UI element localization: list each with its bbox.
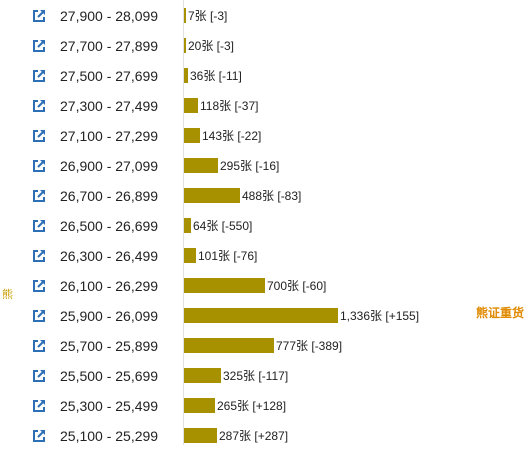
- external-link-icon[interactable]: [32, 249, 46, 263]
- price-range-label: 26,100 - 26,299: [60, 278, 159, 294]
- external-link-icon[interactable]: [32, 219, 46, 233]
- count-label: 287张 [+287]: [219, 429, 289, 443]
- count-label: 36张 [-11]: [190, 69, 242, 83]
- count-label: 7张 [-3]: [188, 9, 228, 23]
- external-link-icon[interactable]: [32, 99, 46, 113]
- external-link-icon[interactable]: [32, 39, 46, 53]
- count-bar: [184, 38, 186, 53]
- price-range-label: 27,100 - 27,299: [60, 128, 159, 144]
- table-row: 26,100 - 26,299 700张 [-60]: [0, 271, 532, 301]
- count-label: 143张 [-22]: [202, 129, 262, 143]
- count-bar: [184, 158, 218, 173]
- table-row: 26,900 - 27,099 295张 [-16]: [0, 151, 532, 181]
- count-bar: [184, 308, 338, 323]
- count-label: 265张 [+128]: [217, 399, 287, 413]
- count-bar: [184, 368, 221, 383]
- table-row: 27,500 - 27,699 36张 [-11]: [0, 61, 532, 91]
- count-bar: [184, 188, 240, 203]
- price-range-label: 27,500 - 27,699: [60, 68, 159, 84]
- table-row: 25,900 - 26,099 1,336张 [+155]: [0, 301, 532, 331]
- count-bar: [184, 428, 217, 443]
- table-row: 27,100 - 27,299 143张 [-22]: [0, 121, 532, 151]
- price-range-label: 25,900 - 26,099: [60, 308, 159, 324]
- external-link-icon[interactable]: [32, 189, 46, 203]
- price-range-label: 27,300 - 27,499: [60, 98, 159, 114]
- external-link-icon[interactable]: [32, 129, 46, 143]
- price-range-label: 26,700 - 26,899: [60, 188, 159, 204]
- price-range-label: 26,900 - 27,099: [60, 158, 159, 174]
- side-label-right: 熊证重货: [476, 306, 525, 320]
- external-link-icon[interactable]: [32, 369, 46, 383]
- table-row: 25,100 - 25,299 287张 [+287]: [0, 421, 532, 451]
- table-row: 27,700 - 27,899 20张 [-3]: [0, 31, 532, 61]
- chart-axis-line: [183, 0, 184, 445]
- count-label: 64张 [-550]: [193, 219, 253, 233]
- price-range-label: 27,700 - 27,899: [60, 38, 159, 54]
- count-label: 20张 [-3]: [188, 39, 235, 53]
- table-row: 25,500 - 25,699 325张 [-117]: [0, 361, 532, 391]
- price-range-label: 26,300 - 26,499: [60, 248, 159, 264]
- table-row: 26,300 - 26,499 101张 [-76]: [0, 241, 532, 271]
- price-range-label: 25,300 - 25,499: [60, 398, 159, 414]
- price-range-label: 25,700 - 25,899: [60, 338, 159, 354]
- count-bar: [184, 248, 196, 263]
- count-bar: [184, 278, 265, 293]
- count-bar: [184, 98, 198, 113]
- external-link-icon[interactable]: [32, 159, 46, 173]
- table-row: 26,700 - 26,899 488张 [-83]: [0, 181, 532, 211]
- external-link-icon[interactable]: [32, 9, 46, 23]
- price-range-label: 27,900 - 28,099: [60, 8, 159, 24]
- count-label: 1,336张 [+155]: [340, 309, 420, 323]
- external-link-icon[interactable]: [32, 339, 46, 353]
- external-link-icon[interactable]: [32, 69, 46, 83]
- external-link-icon[interactable]: [32, 429, 46, 443]
- count-bar: [184, 338, 274, 353]
- table-row: 27,300 - 27,499 118张 [-37]: [0, 91, 532, 121]
- count-label: 325张 [-117]: [223, 369, 289, 383]
- count-label: 700张 [-60]: [267, 279, 327, 293]
- price-range-label: 26,500 - 26,699: [60, 218, 159, 234]
- table-row: 26,500 - 26,699 64张 [-550]: [0, 211, 532, 241]
- count-bar: [184, 218, 191, 233]
- count-bar: [184, 128, 200, 143]
- count-bar: [184, 398, 215, 413]
- count-label: 488张 [-83]: [242, 189, 302, 203]
- count-label: 118张 [-37]: [200, 99, 259, 113]
- count-label: 295张 [-16]: [220, 159, 280, 173]
- count-label: 101张 [-76]: [198, 249, 258, 263]
- table-row: 25,700 - 25,899 777张 [-389]: [0, 331, 532, 361]
- side-label-left: 熊: [2, 289, 13, 301]
- external-link-icon[interactable]: [32, 279, 46, 293]
- count-label: 777张 [-389]: [276, 339, 343, 353]
- price-range-label: 25,500 - 25,699: [60, 368, 159, 384]
- external-link-icon[interactable]: [32, 399, 46, 413]
- table-row: 27,900 - 28,099 7张 [-3]: [0, 1, 532, 31]
- price-range-label: 25,100 - 25,299: [60, 428, 159, 444]
- table-row: 25,300 - 25,499 265张 [+128]: [0, 391, 532, 421]
- external-link-icon[interactable]: [32, 309, 46, 323]
- count-bar: [184, 8, 186, 23]
- count-bar: [184, 68, 188, 83]
